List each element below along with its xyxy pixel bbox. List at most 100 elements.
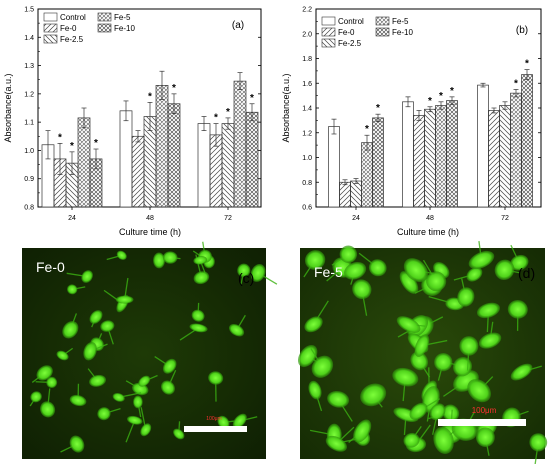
cell	[304, 250, 326, 270]
cell	[173, 428, 185, 440]
cell	[116, 250, 127, 260]
cell	[112, 392, 125, 402]
y-tick-label: 1.5	[24, 7, 34, 14]
x-axis-label: Culture time (h)	[119, 227, 181, 237]
cell	[478, 332, 502, 349]
cell	[217, 415, 230, 429]
cell	[353, 419, 372, 443]
cell	[56, 350, 69, 361]
legend-label: Fe-5	[114, 13, 131, 22]
legend-label: Control	[338, 17, 364, 26]
y-axis-label: Absorbance(a.u.)	[281, 73, 291, 142]
bar-fe-25-24	[350, 180, 362, 208]
cell	[193, 271, 210, 285]
x-axis-label: Culture time (h)	[397, 227, 459, 237]
legend: Control Fe-0 Fe-2.5 Fe-5 Fe-10	[321, 16, 413, 48]
cell	[304, 316, 323, 333]
cell	[510, 254, 529, 271]
y-axis: 0.6 0.8 1.0 1.2 1.4 1.6 1.8 2.0 2.2	[302, 7, 541, 212]
cell	[442, 404, 460, 422]
micrograph-fe5: Fe-5 (d) 100μm	[297, 241, 548, 464]
cell	[30, 391, 42, 403]
significance-star: *	[214, 113, 218, 124]
y-tick-label: 1.0	[24, 148, 34, 155]
cell	[510, 363, 533, 381]
bar-fe-25-72	[499, 105, 511, 208]
cell	[457, 287, 475, 307]
y-tick-label: 2.0	[302, 31, 312, 38]
cell	[392, 367, 419, 387]
legend-label: Fe-10	[392, 28, 413, 37]
bar-fe-10-48	[446, 100, 458, 208]
bar-control-48	[402, 101, 414, 208]
panel-label: (a)	[232, 20, 244, 31]
significance-star: *	[58, 132, 62, 143]
cell	[494, 259, 515, 281]
cell	[115, 295, 134, 304]
y-tick-label: 2.2	[302, 7, 312, 14]
bar-control-72	[477, 84, 489, 208]
bar-control-48	[119, 110, 133, 208]
cells	[29, 241, 278, 453]
significance-star: *	[376, 103, 380, 114]
bar-fe-25-48	[424, 108, 436, 208]
y-tick-label: 1.4	[24, 35, 34, 42]
sample-label: Fe-0	[36, 259, 65, 275]
cell	[69, 394, 87, 407]
significance-star: *	[365, 124, 369, 135]
legend-label: Fe-2.5	[338, 39, 362, 48]
cell	[97, 407, 111, 421]
bar-fe-0-24	[339, 181, 351, 208]
y-axis-label: Absorbance(a.u.)	[3, 73, 13, 142]
cell	[344, 261, 367, 280]
legend-label: Fe-10	[114, 24, 135, 33]
cell	[452, 356, 473, 377]
x-axis: 24 48 72	[352, 207, 509, 222]
panel-label: (d)	[518, 265, 535, 281]
significance-star: *	[428, 96, 432, 107]
legend-label: Fe-5	[392, 17, 409, 26]
cell	[83, 342, 97, 361]
cell	[127, 415, 143, 425]
y-tick-label: 1.2	[24, 91, 34, 98]
cell	[36, 365, 53, 381]
legend-label: Fe-0	[60, 24, 77, 33]
cell	[434, 353, 453, 372]
bar-fe-5-24	[77, 117, 91, 208]
bar-fe-5-48	[435, 105, 447, 208]
chart-a: 0.8 0.9 1.0 1.1 1.2 1.3 1.4 1.5 * * * * * * * * 24 48 72…	[3, 7, 262, 237]
cell	[193, 256, 208, 265]
cell	[62, 321, 79, 339]
cell	[414, 334, 430, 357]
micrograph-fe0: Fe-0 (c) 100μm	[22, 241, 278, 459]
scale-text: 100μm	[472, 406, 497, 415]
x-tick-label: 72	[224, 215, 232, 222]
significance-star: *	[250, 93, 254, 104]
bar-fe-25-72	[221, 123, 235, 208]
cell	[232, 413, 247, 429]
y-tick-label: 1.4	[302, 106, 312, 113]
cell	[507, 300, 528, 319]
cell	[133, 395, 143, 409]
cells	[297, 241, 548, 464]
sample-label: Fe-5	[314, 264, 343, 280]
cell	[153, 252, 166, 269]
y-tick-label: 1.3	[24, 63, 34, 70]
cell	[228, 323, 245, 337]
cell	[311, 355, 334, 378]
legend-swatch	[97, 23, 112, 33]
bar-fe-0-48	[413, 115, 425, 208]
cell	[399, 271, 419, 294]
significance-star: *	[514, 78, 518, 89]
cell	[396, 316, 421, 333]
cell	[69, 435, 85, 453]
legend-swatch	[321, 16, 336, 26]
cell	[433, 426, 454, 454]
y-tick-label: 1.2	[302, 130, 312, 137]
y-tick-label: 0.9	[24, 176, 34, 183]
cell	[208, 371, 224, 385]
cell	[339, 245, 358, 264]
y-tick-label: 0.8	[302, 180, 312, 187]
bar-fe-10-48	[167, 103, 181, 208]
legend-swatch	[375, 27, 390, 37]
